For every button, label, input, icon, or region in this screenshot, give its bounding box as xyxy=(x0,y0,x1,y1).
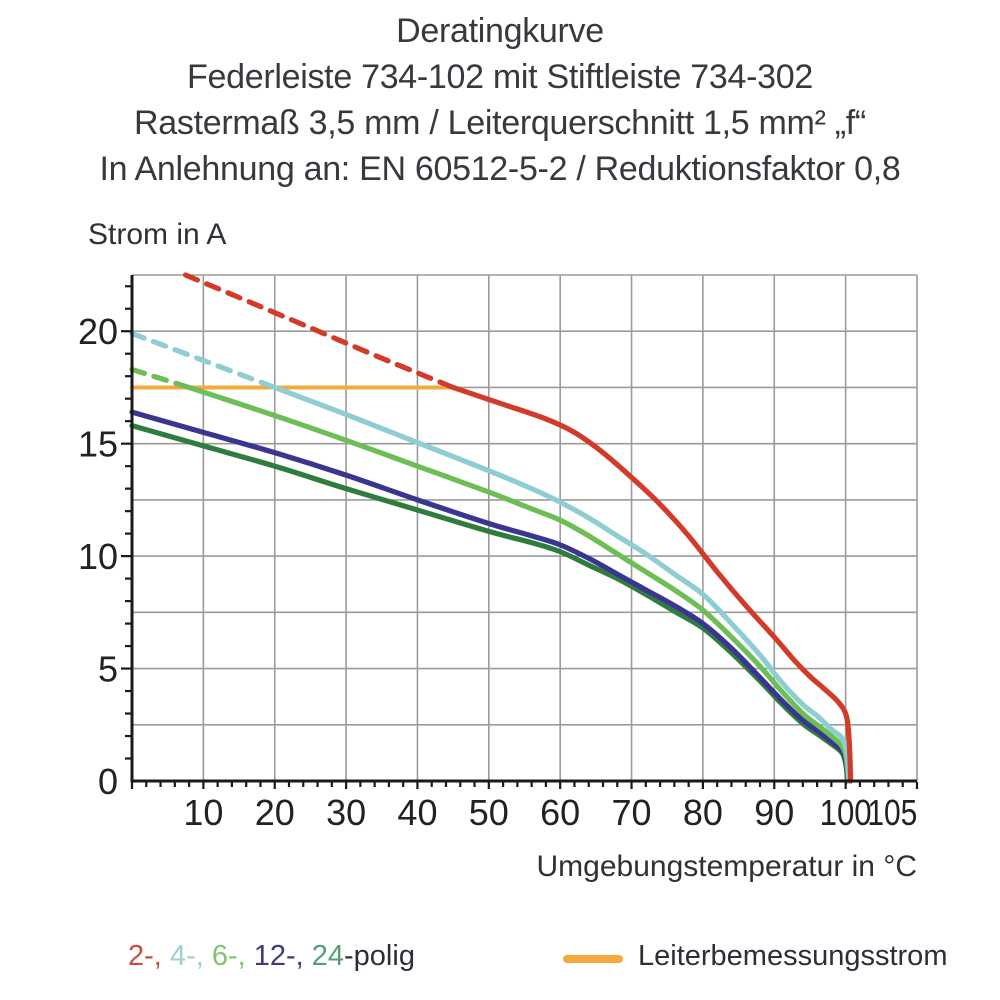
x-tick-label: 60 xyxy=(540,792,580,833)
series-2-polig-solid xyxy=(450,384,854,784)
y-tick-label: 0 xyxy=(98,761,118,802)
chart-subtitle-spec: Rastermaß 3,5 mm / Leiterquerschnitt 1,5… xyxy=(134,104,866,142)
series-6-polig xyxy=(129,366,852,784)
legend-pole-6-polig: 6-, xyxy=(211,940,254,972)
series-4-polig-dashed xyxy=(129,330,278,391)
x-tick-label: 10 xyxy=(183,792,223,833)
x-tick-label: 40 xyxy=(397,792,437,833)
series-legend: 2-, 4-, 6-, 12-, 24-polig xyxy=(128,940,415,973)
x-tick-label: 80 xyxy=(683,792,723,833)
y-tick-label: 5 xyxy=(98,649,118,690)
chart-subtitle-standard: In Anlehnung an: EN 60512-5-2 / Reduktio… xyxy=(99,150,901,188)
legend-pole-list: 2-, 4-, 6-, 12-, 24 xyxy=(128,940,344,972)
series-2-polig xyxy=(182,272,854,784)
legend-pole-2-polig: 2-, xyxy=(128,940,170,972)
grid xyxy=(132,274,918,781)
series-12-polig-solid xyxy=(129,409,851,784)
legend-pole-12-polig: 12-, xyxy=(253,940,312,972)
y-tick-labels: 0 5 10 15 20 xyxy=(78,311,118,802)
legend-pole-4-polig: 4-, xyxy=(169,940,212,972)
series-24-polig xyxy=(129,423,851,784)
x-axis-label: Umgebungstemperatur in °C xyxy=(536,850,917,883)
axes xyxy=(130,275,917,783)
legend-pole-24-polig: 24 xyxy=(311,940,345,972)
y-tick-label: 10 xyxy=(78,536,118,577)
series-6-polig-dashed xyxy=(129,366,192,391)
series-12-polig xyxy=(129,409,851,784)
series-6-polig-solid xyxy=(186,384,852,784)
series-2-polig-dashed xyxy=(182,272,456,391)
chart-title-block: Deratingkurve Federleiste 734-102 mit St… xyxy=(0,8,1000,192)
x-tick-label: 90 xyxy=(754,792,794,833)
x-tick-label: 70 xyxy=(612,792,652,833)
legend-pole-suffix: -polig xyxy=(344,940,415,972)
x-tick-label: 50 xyxy=(469,792,509,833)
series-4-polig xyxy=(129,330,852,784)
tick-marks xyxy=(121,285,919,789)
chart-title: Deratingkurve xyxy=(396,12,604,50)
reference-line-label: Leiterbemessungsstrom xyxy=(638,940,948,972)
y-tick-label: 15 xyxy=(78,424,118,465)
series-4-polig-solid xyxy=(272,384,852,784)
x-tick-label: 20 xyxy=(255,792,295,833)
x-tick-label: 100 xyxy=(820,792,872,833)
y-axis-label: Strom in A xyxy=(88,218,227,251)
chart-subtitle-product: Federleiste 734-102 mit Stiftleiste 734-… xyxy=(187,58,813,96)
reference-line-swatch xyxy=(563,955,623,963)
y-tick-label: 20 xyxy=(78,311,118,352)
series-24-polig-solid xyxy=(129,423,851,784)
x-tick-label: 30 xyxy=(326,792,366,833)
x-tick-label: 105 xyxy=(867,792,917,833)
